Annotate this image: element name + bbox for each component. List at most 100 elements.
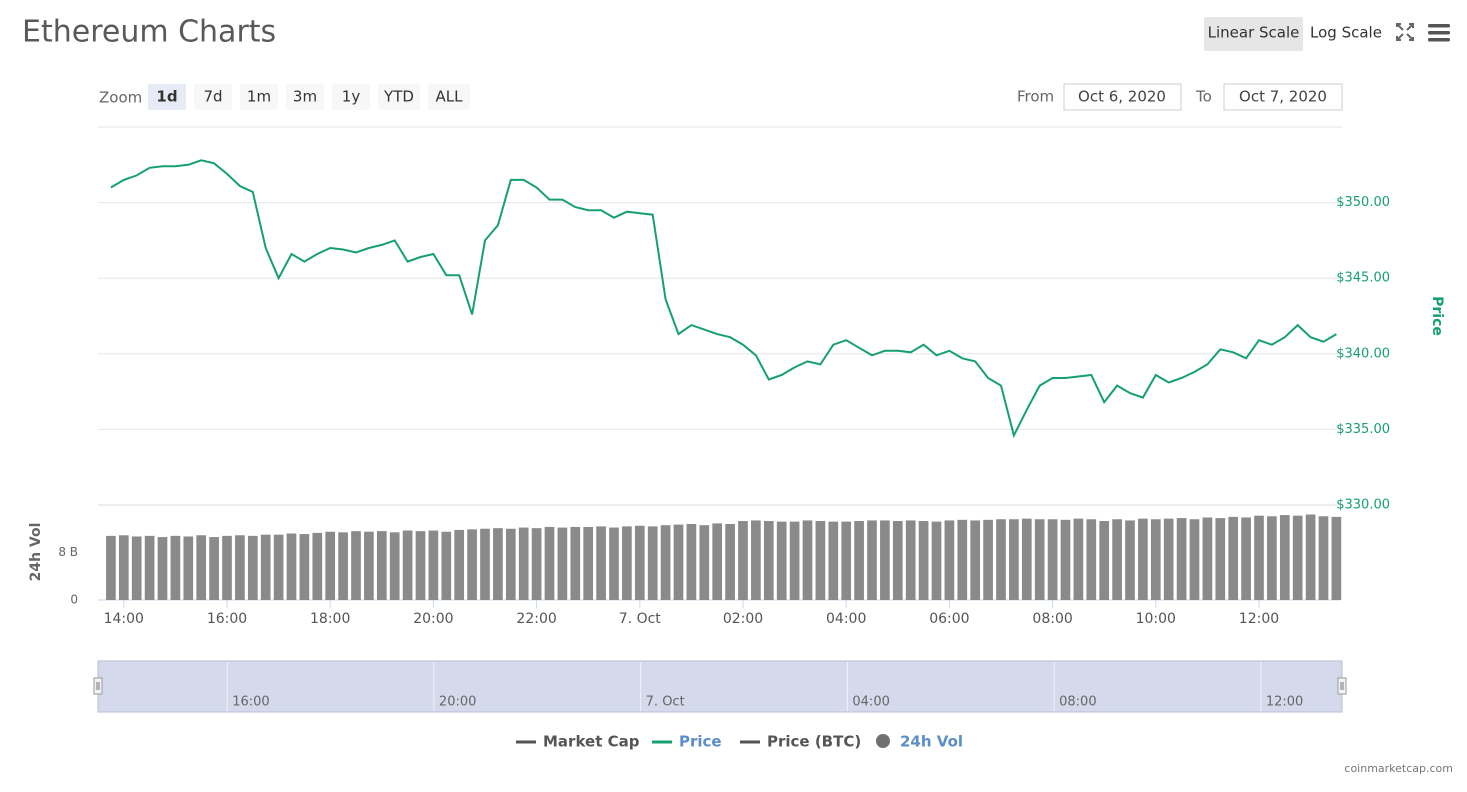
- volume-bar: [931, 521, 942, 600]
- navigator[interactable]: [97, 660, 1343, 713]
- from-date: Oct 6, 2020: [1078, 88, 1166, 106]
- zoom-button-bg[interactable]: [378, 84, 420, 110]
- volume-bar: [531, 528, 542, 600]
- volume-bar: [751, 520, 761, 600]
- zoom-button-bg[interactable]: [194, 84, 232, 110]
- zoom-button-bg[interactable]: [332, 84, 370, 110]
- volume-bar: [415, 531, 426, 600]
- volume-bar: [828, 521, 839, 600]
- fullscreen-icon[interactable]: [1396, 23, 1414, 41]
- credit: coinmarketcap.com: [1344, 762, 1453, 775]
- legend-item[interactable]: Market Cap: [543, 733, 640, 751]
- volume-bar: [441, 531, 452, 600]
- scale-button[interactable]: Log Scale: [1310, 24, 1382, 42]
- zoom-button[interactable]: 1d: [156, 88, 177, 106]
- volume-bar: [247, 535, 258, 600]
- volume-bar: [880, 520, 890, 600]
- zoom-button[interactable]: 1y: [342, 88, 361, 106]
- volume-bar: [1163, 518, 1174, 600]
- volume-bar: [841, 521, 852, 600]
- volume-bar: [1060, 519, 1071, 600]
- navigator-handle-left[interactable]: [93, 677, 103, 695]
- zoom-button[interactable]: YTD: [383, 88, 414, 106]
- volume-bar: [802, 520, 813, 600]
- volume-bar: [1086, 519, 1097, 600]
- legend-item[interactable]: Price (BTC): [767, 733, 861, 751]
- y2-tick-label: 8 B: [58, 545, 78, 559]
- navigator-tick-label: 12:00: [1266, 695, 1303, 710]
- scale-button[interactable]: Linear Scale: [1208, 24, 1300, 42]
- volume-bar: [570, 526, 581, 600]
- legend-symbol[interactable]: [876, 734, 890, 748]
- volume-bar: [699, 525, 710, 600]
- zoom-button-bg[interactable]: [148, 84, 186, 110]
- volume-bar: [673, 524, 684, 600]
- volume-bar: [1073, 518, 1084, 600]
- volume-bar: [1292, 515, 1303, 600]
- y-tick-label: $330.00: [1336, 498, 1390, 513]
- y-tick-label: $335.00: [1336, 422, 1390, 437]
- legend-item[interactable]: 24h Vol: [900, 733, 963, 751]
- volume-bar: [660, 525, 671, 600]
- volume-bar: [557, 527, 568, 600]
- volume-bar: [260, 534, 271, 600]
- volume-bar: [1279, 515, 1290, 600]
- volume-bar: [854, 521, 864, 600]
- volume-bar: [1318, 516, 1329, 600]
- volume-bar: [286, 533, 297, 600]
- navigator-handle-right[interactable]: [1337, 677, 1347, 695]
- volume-bar: [235, 535, 245, 600]
- zoom-button[interactable]: 1m: [247, 88, 271, 106]
- y2-tick-label: 0: [70, 593, 78, 607]
- volume-bar: [1241, 517, 1251, 600]
- from-input[interactable]: [1063, 83, 1182, 111]
- volume-bar: [299, 534, 310, 600]
- zoom-button[interactable]: 3m: [293, 88, 317, 106]
- x-tick-label: 06:00: [929, 611, 969, 627]
- volume-bar: [1021, 518, 1032, 600]
- zoom-button-bg[interactable]: [428, 84, 470, 110]
- volume-bar: [1138, 518, 1148, 600]
- volume-bar: [118, 535, 129, 600]
- volume-bar: [647, 526, 658, 600]
- volume-bar: [402, 530, 413, 600]
- zoom-button[interactable]: 7d: [203, 88, 222, 106]
- volume-bar: [905, 520, 916, 600]
- volume-bar: [996, 519, 1006, 600]
- volume-bar: [918, 521, 929, 600]
- volume-bar: [1150, 519, 1161, 600]
- volume-bar: [454, 529, 465, 600]
- zoom-button-bg[interactable]: [240, 84, 278, 110]
- scale-button-bg[interactable]: [1204, 17, 1303, 51]
- navigator-tick-label: 04:00: [852, 695, 889, 710]
- volume-bar: [686, 524, 697, 600]
- y2-axis-title: 24h Vol: [28, 523, 44, 582]
- volume-bar: [364, 531, 374, 600]
- navigator-tick-label: 20:00: [439, 695, 476, 710]
- volume-bar: [131, 536, 142, 600]
- volume-bar: [712, 523, 723, 600]
- volume-bar: [518, 527, 529, 600]
- to-input[interactable]: [1223, 83, 1343, 111]
- y-tick-label: $350.00: [1336, 195, 1390, 210]
- volume-bar: [1112, 519, 1122, 600]
- zoom-button-bg[interactable]: [286, 84, 324, 110]
- volume-bar: [1215, 518, 1226, 600]
- volume-bar: [1254, 515, 1264, 600]
- from-label: From: [1017, 88, 1054, 106]
- volume-bar: [1034, 519, 1045, 600]
- zoom-label: Zoom: [99, 89, 142, 107]
- volume-bar: [725, 524, 735, 600]
- volume-bar: [428, 530, 439, 600]
- legend-item[interactable]: Price: [679, 733, 722, 751]
- zoom-button[interactable]: ALL: [436, 88, 464, 106]
- volume-bar: [789, 521, 800, 600]
- volume-bar: [170, 535, 181, 600]
- x-tick-label: 7. Oct: [619, 611, 662, 627]
- x-tick-label: 14:00: [104, 611, 144, 627]
- x-tick-label: 22:00: [516, 611, 556, 627]
- volume-bar: [222, 535, 232, 600]
- x-tick-label: 04:00: [826, 611, 866, 627]
- menu-icon[interactable]: [1428, 24, 1450, 42]
